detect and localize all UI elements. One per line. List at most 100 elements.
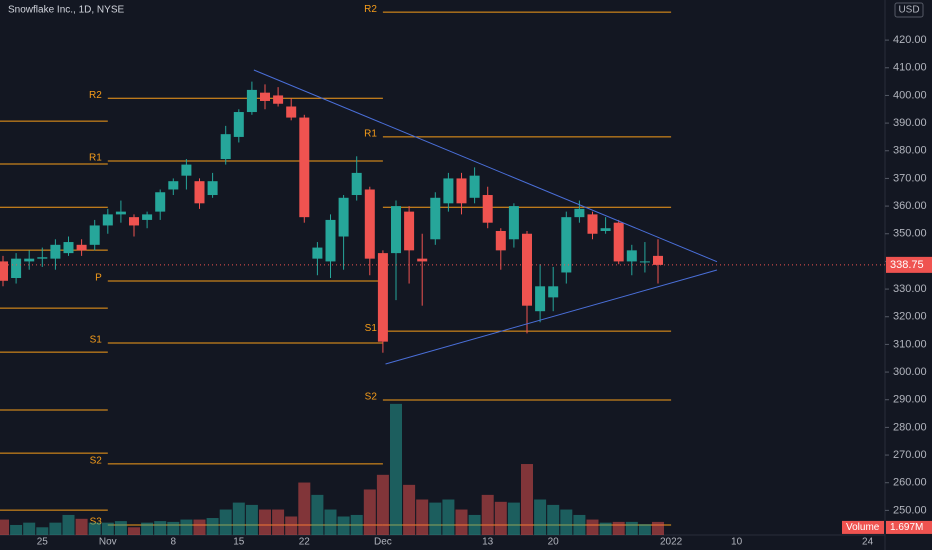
volume-bar bbox=[547, 504, 560, 535]
pivot-label: R1 bbox=[89, 153, 102, 164]
x-tick-label: Nov bbox=[99, 537, 117, 548]
volume-bar bbox=[10, 524, 23, 535]
volume-bar bbox=[573, 514, 586, 535]
candle-body bbox=[220, 134, 231, 160]
y-tick-label: 380.00 bbox=[893, 145, 927, 157]
volume-bar bbox=[219, 509, 232, 535]
volume-bar bbox=[88, 522, 101, 535]
candle-body bbox=[364, 189, 375, 259]
y-tick-label: 390.00 bbox=[893, 117, 927, 129]
volume-bar bbox=[455, 509, 468, 535]
volume-bar bbox=[259, 509, 271, 535]
candle-body bbox=[495, 230, 506, 251]
x-tick-label: 25 bbox=[37, 537, 49, 548]
pivot-label: S1 bbox=[365, 323, 378, 334]
candle-body bbox=[0, 261, 8, 281]
y-tick-label: 360.00 bbox=[893, 200, 927, 212]
volume-bar bbox=[403, 484, 416, 535]
volume-bar bbox=[114, 521, 127, 535]
candle-body bbox=[443, 178, 454, 204]
candle-body bbox=[50, 244, 61, 259]
volume-bar bbox=[49, 522, 62, 535]
volume-bar bbox=[180, 519, 193, 535]
volume-bar bbox=[206, 518, 219, 535]
currency[interactable]: USD bbox=[898, 5, 919, 16]
y-tick-label: 410.00 bbox=[893, 62, 927, 74]
candle-body bbox=[639, 261, 650, 263]
candle-body bbox=[548, 286, 559, 298]
x-tick-label: 15 bbox=[233, 537, 245, 548]
volume-bar bbox=[337, 516, 350, 535]
volume-bar bbox=[494, 501, 507, 535]
candle-body bbox=[63, 242, 74, 254]
candle-body bbox=[102, 214, 113, 226]
volume-bar bbox=[429, 502, 442, 535]
volume-bar bbox=[376, 474, 389, 535]
candle-body bbox=[260, 92, 270, 101]
x-tick-label: 20 bbox=[548, 537, 560, 548]
x-tick-label: 10 bbox=[731, 537, 743, 548]
x-tick-label: 22 bbox=[299, 537, 311, 548]
candle-body bbox=[168, 181, 179, 190]
y-tick-label: 300.00 bbox=[893, 366, 927, 378]
pivot-label: S2 bbox=[90, 456, 103, 467]
candle-body bbox=[417, 258, 428, 262]
y-tick-label: 370.00 bbox=[893, 172, 927, 184]
volume-bar bbox=[625, 521, 638, 535]
pivot-label: P bbox=[95, 273, 102, 284]
y-tick-label: 320.00 bbox=[893, 311, 927, 323]
volume-bar bbox=[311, 494, 324, 535]
y-tick-label: 400.00 bbox=[893, 89, 927, 101]
volume-bar bbox=[62, 514, 75, 535]
volume-bar bbox=[521, 464, 533, 535]
candle-body bbox=[587, 214, 598, 234]
candle-body bbox=[273, 95, 284, 104]
candle-body bbox=[76, 244, 87, 251]
candle-body bbox=[561, 217, 572, 273]
candle-body bbox=[456, 178, 467, 204]
candle-body bbox=[522, 233, 532, 306]
x-tick-label: 13 bbox=[482, 537, 494, 548]
candle-body bbox=[325, 219, 336, 262]
volume-label-box bbox=[886, 520, 932, 534]
x-tick-label: 8 bbox=[171, 537, 177, 548]
volume-bar bbox=[560, 509, 573, 535]
y-tick-label: 260.00 bbox=[893, 477, 927, 489]
trendline bbox=[253, 69, 718, 263]
currency-box[interactable] bbox=[894, 2, 924, 18]
volume-bar bbox=[586, 519, 599, 535]
pivot-label: S1 bbox=[90, 335, 103, 346]
volume-bar bbox=[154, 521, 167, 535]
y-tick-label: 350.00 bbox=[893, 228, 927, 240]
candle-body bbox=[181, 164, 192, 176]
volume-bar bbox=[75, 518, 88, 535]
volume-bar bbox=[0, 519, 9, 535]
volume-bar bbox=[101, 522, 114, 535]
candle-body bbox=[246, 89, 257, 113]
candle-body bbox=[469, 175, 480, 198]
candle-body bbox=[613, 222, 624, 262]
volume-bar bbox=[612, 521, 625, 535]
volume-bar bbox=[481, 494, 494, 535]
candle-body bbox=[286, 106, 297, 118]
candle-body bbox=[404, 211, 415, 251]
candle-body bbox=[37, 257, 48, 259]
volume-bar bbox=[141, 522, 154, 535]
volume-label: 1.697M bbox=[890, 522, 923, 533]
candle-body bbox=[312, 247, 323, 259]
volume-bar bbox=[442, 499, 455, 535]
candle-body bbox=[89, 225, 100, 245]
volume-bar bbox=[193, 519, 206, 535]
x-tick-label: 2022 bbox=[660, 537, 683, 548]
volume-bar bbox=[128, 527, 140, 535]
candle-body bbox=[391, 206, 401, 254]
volume-bar bbox=[416, 499, 429, 535]
pivot-label: R2 bbox=[364, 4, 377, 15]
candle-body bbox=[653, 255, 663, 265]
candle-body bbox=[600, 228, 611, 231]
pivot-label: S2 bbox=[365, 392, 378, 403]
volume-bar bbox=[507, 502, 520, 535]
y-tick-label: 310.00 bbox=[893, 338, 927, 350]
volume-bar bbox=[390, 403, 402, 535]
